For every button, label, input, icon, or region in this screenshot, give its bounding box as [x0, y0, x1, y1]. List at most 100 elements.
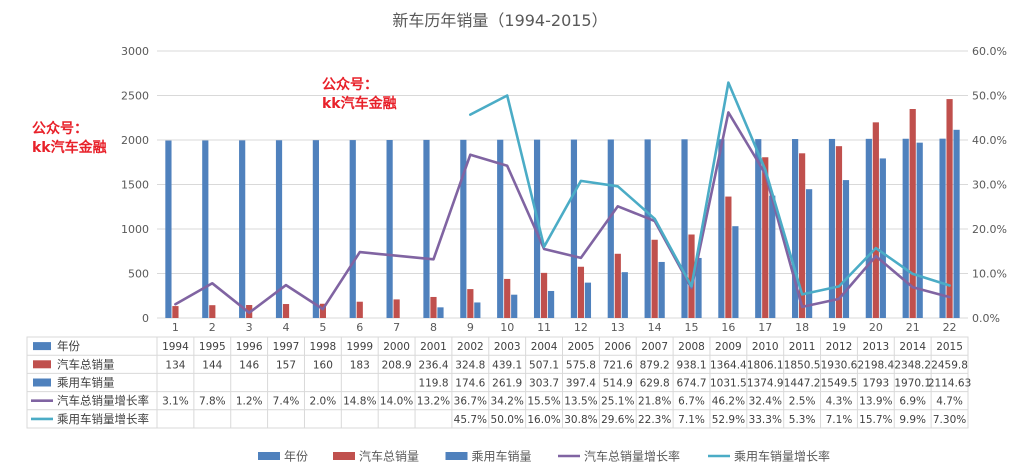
line-乘用车销量增长率 — [469, 81, 951, 296]
bar-汽车总销量-19 — [835, 146, 843, 318]
table-cell: 157 — [276, 359, 296, 371]
y-left-tick-label: 1000 — [121, 223, 149, 236]
x-tick-label: 13 — [611, 321, 625, 334]
table-cell: 25.1% — [601, 396, 634, 408]
bar-年份-19 — [828, 138, 836, 318]
table-cell: 46.2% — [712, 396, 745, 408]
x-tick-label: 3 — [246, 321, 253, 334]
y-right-tick-label: 20.0% — [972, 223, 1007, 236]
y-left-tick-label: 2500 — [121, 90, 149, 103]
bar-年份-14 — [644, 139, 651, 318]
table-cell: 261.9 — [492, 378, 522, 390]
legend-label: 汽车总销量增长率 — [584, 449, 680, 464]
bars — [165, 99, 960, 319]
x-tick-label: 17 — [758, 321, 772, 334]
table-cell: 1996 — [236, 341, 263, 353]
table-cell: 144 — [202, 359, 222, 371]
table-cell: 879.2 — [640, 359, 670, 371]
table-cell: 1997 — [273, 341, 300, 353]
bar-汽车总销量-22 — [946, 99, 953, 319]
x-tick-label: 11 — [537, 321, 551, 334]
table-cell: 7.8% — [199, 396, 226, 408]
bar-乘用车销量-18 — [806, 189, 813, 318]
table-cell: 32.4% — [749, 396, 782, 408]
x-tick-label: 12 — [574, 321, 588, 334]
table-cell: 4.7% — [936, 396, 963, 408]
bar-汽车总销量-11 — [540, 272, 548, 318]
bar-年份-12 — [570, 139, 578, 318]
y-left-tick-label: 0 — [142, 312, 149, 325]
y-right-tick-label: 60.0% — [972, 45, 1007, 58]
table-cell: 1970.1 — [894, 378, 931, 390]
bar-汽车总销量-9 — [467, 289, 474, 318]
table-cell: 236.4 — [418, 359, 448, 371]
x-tick-label: 18 — [795, 321, 809, 334]
bar-汽车总销量-2 — [209, 305, 216, 318]
x-tick-label: 19 — [832, 321, 846, 334]
y-left-tick-label: 3000 — [121, 45, 149, 58]
table-cell: 33.3% — [749, 414, 782, 426]
bar-乘用车销量-8 — [437, 307, 444, 318]
table-row-header: 年份 — [57, 339, 80, 353]
table-cell: 21.8% — [638, 396, 671, 408]
table-cell: 50.0% — [491, 414, 524, 426]
table-cell: 674.7 — [676, 378, 706, 390]
table-cell: 397.4 — [566, 378, 596, 390]
table-cell: 146 — [239, 359, 259, 371]
watermark-left-line2: kk汽车金融 — [32, 140, 107, 156]
table-cell: 2015 — [936, 341, 963, 353]
table-row-header: 汽车总销量 — [57, 357, 115, 371]
legend: 年份 汽车总销量 乘用车销量 汽车总销量增长率 乘用车销量增长率 — [258, 449, 830, 464]
table-cell: 2002 — [457, 341, 484, 353]
bar-乘用车销量-19 — [842, 180, 850, 318]
table-cell: 208.9 — [382, 359, 412, 371]
table-cell: 2014 — [899, 341, 926, 353]
legend-key-汽车总销量 — [333, 452, 355, 460]
x-tick-label: 2 — [209, 321, 216, 334]
table-cell: 7.4% — [273, 396, 300, 408]
table-cell: 1364.4 — [710, 359, 747, 371]
table-cell: 2012 — [826, 341, 853, 353]
table-cell: 7.1% — [678, 414, 705, 426]
table-cell: 1793 — [862, 378, 889, 390]
watermark-left: 公众号： kk汽车金融 — [32, 120, 107, 158]
table-cell: 13.5% — [564, 396, 597, 408]
table-cell: 6.7% — [678, 396, 705, 408]
x-tick-label: 7 — [393, 321, 400, 334]
bar-年份-6 — [349, 140, 356, 318]
table-key-汽车总销量 — [33, 360, 51, 369]
bar-汽车总销量-8 — [430, 296, 437, 318]
bar-年份-18 — [792, 139, 799, 318]
bar-汽车总销量-13 — [614, 253, 621, 318]
x-tick-label: 5 — [319, 321, 326, 334]
bar-乘用车销量-11 — [547, 290, 555, 318]
legend-label: 乘用车销量 — [472, 449, 532, 464]
bar-年份-4 — [275, 140, 283, 318]
bar-乘用车销量-10 — [511, 294, 518, 318]
table-cell: 36.7% — [454, 396, 487, 408]
x-tick-label: 8 — [430, 321, 437, 334]
lines — [174, 81, 951, 314]
y-right-tick-label: 40.0% — [972, 134, 1007, 147]
x-tick-label: 16 — [721, 321, 735, 334]
bar-乘用车销量-21 — [916, 142, 923, 318]
x-tick-label: 9 — [467, 321, 474, 334]
table-cell: 2010 — [752, 341, 779, 353]
axes: 0 0.0% 500 10.0% 1000 20.0% 1500 30.0% 2000 40.0%… — [121, 45, 1007, 334]
bar-乘用车销量-20 — [879, 158, 886, 318]
table-cell: 9.9% — [899, 414, 926, 426]
x-tick-label: 4 — [283, 321, 290, 334]
bar-年份-5 — [312, 140, 319, 318]
table-row-header: 汽车总销量增长率 — [57, 394, 149, 408]
table-cell: 2009 — [715, 341, 742, 353]
bar-年份-3 — [239, 140, 246, 318]
table-cell: 174.6 — [455, 378, 485, 390]
table-cell: 1031.5 — [710, 378, 747, 390]
table-cell: 2013 — [862, 341, 889, 353]
bar-汽车总销量-1 — [172, 306, 179, 318]
y-right-tick-label: 50.0% — [972, 90, 1007, 103]
table-cell: 2001 — [420, 341, 447, 353]
y-left-tick-label: 500 — [128, 268, 149, 281]
table-cell: 1374.9 — [747, 378, 784, 390]
table-cell: 2.5% — [789, 396, 816, 408]
